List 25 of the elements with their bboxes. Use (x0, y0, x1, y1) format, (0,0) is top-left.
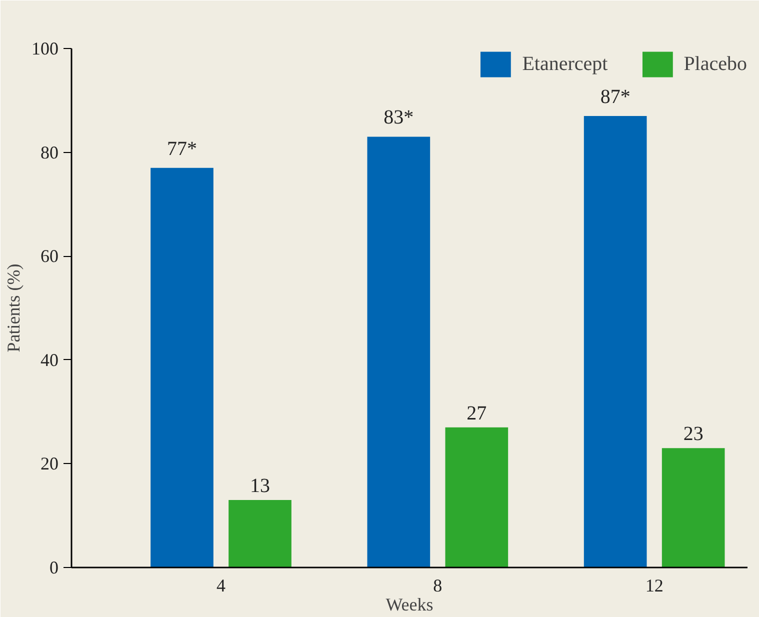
data-label: 77* (167, 138, 197, 160)
legend-label: Placebo (684, 52, 747, 76)
legend-label: Etanercept (522, 52, 608, 76)
y-tick-label: 100 (32, 38, 58, 58)
y-tick-label: 40 (40, 350, 58, 370)
y-tick-label: 0 (50, 558, 58, 578)
y-tick-label: 20 (40, 454, 58, 474)
bar (662, 448, 725, 568)
y-tick-label: 80 (40, 142, 58, 162)
bar (445, 427, 508, 568)
bar (367, 136, 430, 568)
data-label: 87* (600, 86, 630, 108)
data-label: 13 (250, 475, 270, 498)
y-axis-title: Patients (%) (4, 264, 24, 352)
bar (584, 116, 647, 568)
x-tick-label: 4 (216, 576, 226, 596)
data-label: 83* (384, 106, 414, 129)
bar (150, 168, 214, 568)
x-tick-label: 8 (433, 576, 442, 596)
x-tick-label: 12 (645, 576, 664, 596)
data-label: 23 (683, 423, 704, 446)
data-label: 27 (466, 402, 487, 424)
x-axis-title: Weeks (386, 594, 434, 614)
y-tick-label: 60 (40, 246, 58, 266)
bar (228, 500, 292, 568)
